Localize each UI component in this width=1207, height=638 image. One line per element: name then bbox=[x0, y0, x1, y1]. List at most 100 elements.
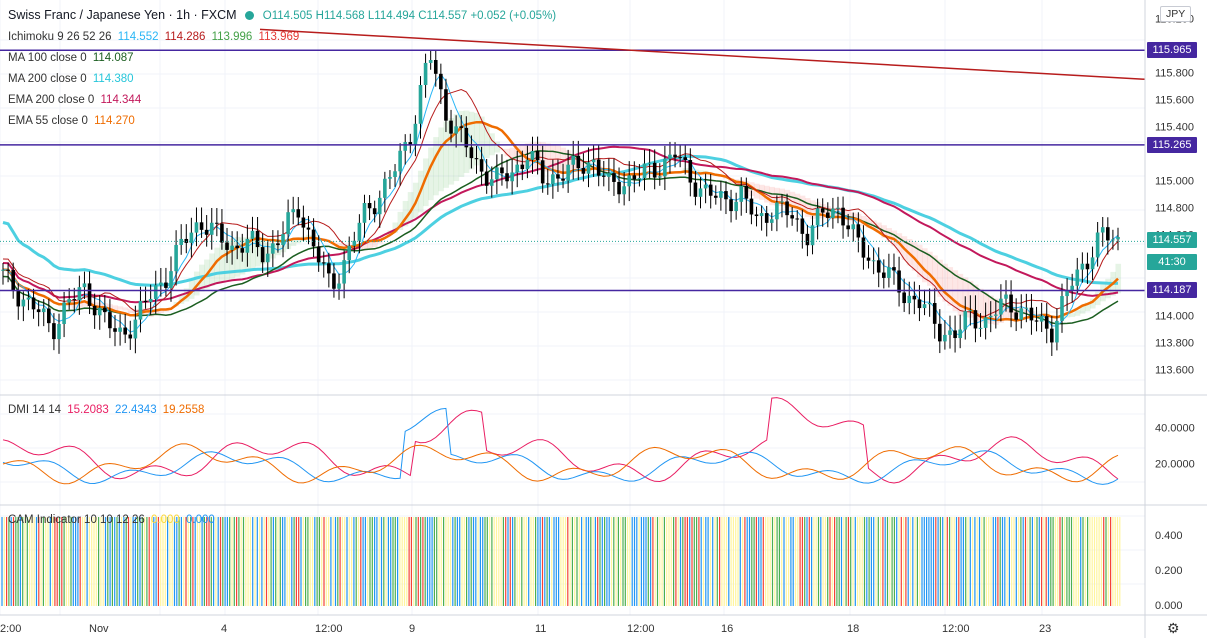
cloud-segment bbox=[81, 301, 88, 307]
candle-body bbox=[1014, 312, 1018, 320]
candle-body bbox=[108, 312, 112, 329]
candle-body bbox=[876, 260, 881, 273]
candle-body bbox=[642, 163, 647, 178]
candle-body bbox=[194, 222, 199, 233]
adx-line bbox=[2, 443, 1119, 485]
candle-body bbox=[688, 160, 693, 183]
ema-200-line bbox=[2, 145, 1119, 304]
price-tick-label: 113.600 bbox=[1155, 365, 1194, 377]
cloud-segment bbox=[494, 141, 500, 153]
candle-body bbox=[815, 208, 820, 226]
cloud-segment bbox=[509, 147, 516, 161]
candle-body bbox=[123, 327, 127, 335]
trend-line bbox=[259, 28, 1146, 81]
indicator-legend-0[interactable]: Ichimoku 9 26 52 26 114.552 114.286 113.… bbox=[8, 31, 300, 43]
candle-body bbox=[209, 222, 214, 235]
candle-body bbox=[632, 175, 637, 180]
cloud-segment bbox=[911, 241, 918, 271]
candle-body bbox=[306, 227, 311, 230]
indicator-legend-2[interactable]: MA 200 close 0 114.380 bbox=[8, 73, 134, 85]
candle-body bbox=[887, 267, 891, 278]
candle-body bbox=[505, 173, 509, 182]
candle-body bbox=[342, 260, 346, 284]
candle-body bbox=[601, 175, 606, 177]
indicator-legend-3[interactable]: EMA 200 close 0 114.344 bbox=[8, 94, 142, 106]
candle-body bbox=[250, 230, 255, 239]
candle-body bbox=[500, 167, 504, 174]
cam-legend[interactable]: CAM Indicator 10 10 12 26 0.000 0.000 bbox=[8, 514, 215, 526]
candle-body bbox=[367, 203, 372, 209]
candle-body bbox=[316, 246, 321, 263]
candle-body bbox=[708, 184, 713, 196]
candle-body bbox=[515, 164, 520, 173]
candle-body bbox=[749, 198, 754, 215]
candle-body bbox=[922, 304, 927, 309]
dmi-plus-line bbox=[2, 407, 1119, 485]
candle-body bbox=[586, 162, 591, 174]
candle-body bbox=[72, 299, 77, 301]
candle-body bbox=[566, 164, 570, 181]
candle-body bbox=[388, 176, 392, 179]
candlestick-series bbox=[1, 50, 1120, 356]
cloud-segment bbox=[545, 143, 551, 172]
candle-body bbox=[1024, 307, 1029, 309]
candle-body bbox=[652, 162, 657, 178]
candle-body bbox=[963, 311, 968, 330]
candle-body bbox=[372, 208, 377, 215]
candle-body bbox=[215, 222, 219, 224]
candle-body bbox=[138, 300, 143, 320]
candle-body bbox=[296, 209, 301, 218]
candle-body bbox=[286, 212, 290, 235]
candle-body bbox=[21, 299, 26, 307]
cloud-segment bbox=[122, 307, 129, 311]
candle-body bbox=[948, 330, 952, 335]
candle-body bbox=[225, 242, 229, 250]
candle-body bbox=[1004, 294, 1008, 299]
candle-body bbox=[1075, 269, 1080, 286]
cloud-segment bbox=[921, 248, 928, 283]
cloud-segment bbox=[804, 198, 811, 217]
dmi-legend[interactable]: DMI 14 14 15.2083 22.4343 19.2558 bbox=[8, 404, 205, 416]
candle-body bbox=[988, 315, 993, 318]
candle-body bbox=[693, 182, 698, 197]
cloud-segment bbox=[428, 147, 434, 201]
candle-body bbox=[164, 282, 168, 288]
candle-body bbox=[398, 150, 402, 172]
candle-body bbox=[189, 232, 194, 243]
candle-body bbox=[744, 186, 749, 199]
candle-body bbox=[657, 176, 662, 178]
candle-body bbox=[128, 334, 133, 339]
cloud-segment bbox=[448, 118, 455, 185]
candle-body bbox=[118, 327, 122, 332]
indicator-legend-1[interactable]: MA 100 close 0 114.087 bbox=[8, 52, 134, 64]
candle-body bbox=[958, 329, 962, 339]
cam-tick-label: 0.200 bbox=[1155, 565, 1183, 577]
candle-body bbox=[556, 174, 560, 179]
cloud-segment bbox=[799, 195, 806, 213]
candle-body bbox=[260, 247, 265, 263]
cloud-segment bbox=[1074, 309, 1081, 316]
cloud-segment bbox=[550, 144, 556, 171]
cloud-segment bbox=[479, 116, 485, 162]
cloud-segment bbox=[377, 240, 383, 244]
symbol-title[interactable]: Swiss Franc / Japanese Yen · 1h · FXCM bbox=[8, 8, 237, 22]
candle-body bbox=[271, 243, 275, 254]
candle-body bbox=[347, 245, 352, 261]
candle-body bbox=[912, 295, 917, 300]
candle-body bbox=[663, 158, 667, 177]
price-axis-tag: 114.557 bbox=[1147, 232, 1197, 249]
currency-selector[interactable]: JPY bbox=[1160, 6, 1192, 22]
settings-gear-icon[interactable]: ⚙ bbox=[1167, 620, 1180, 636]
candle-body bbox=[617, 181, 621, 195]
price-axis-tag: 115.265 bbox=[1147, 136, 1197, 153]
price-tick-label: 114.800 bbox=[1155, 203, 1194, 215]
candle-body bbox=[159, 282, 163, 286]
candle-body bbox=[174, 244, 178, 272]
candle-body bbox=[713, 195, 718, 198]
candle-body bbox=[235, 245, 240, 249]
indicator-legend-4[interactable]: EMA 55 close 0 114.270 bbox=[8, 115, 135, 127]
indicator-lines bbox=[2, 73, 1119, 336]
candle-body bbox=[678, 157, 682, 159]
cloud-segment bbox=[361, 244, 368, 250]
